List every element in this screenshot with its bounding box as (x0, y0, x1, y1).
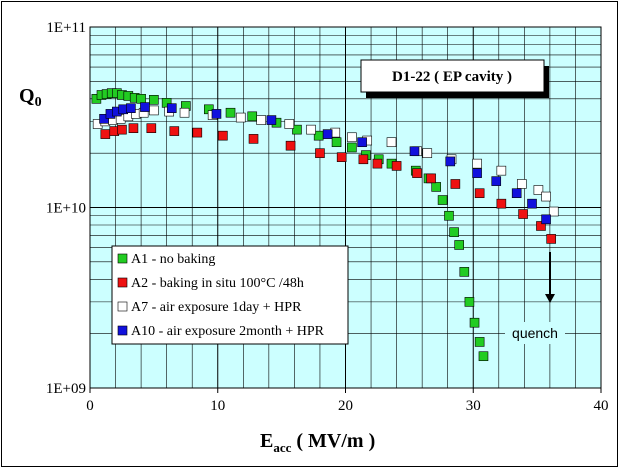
data-point (496, 198, 507, 209)
data-point (412, 168, 422, 178)
data-point (306, 124, 316, 135)
quench-label-bg (505, 322, 565, 344)
data-points (91, 88, 559, 362)
data-point (472, 168, 482, 178)
data-point (126, 103, 136, 113)
data-point (315, 148, 325, 158)
x-tick-label: 40 (594, 398, 609, 414)
data-point (391, 161, 402, 171)
data-point (422, 148, 433, 158)
data-point (518, 209, 528, 219)
data-point (192, 127, 203, 138)
data-point (225, 107, 236, 118)
data-point (149, 105, 159, 116)
data-point (100, 129, 111, 139)
data-point (140, 102, 150, 112)
data-point (149, 95, 159, 105)
data-point (179, 107, 190, 118)
data-point (357, 137, 367, 148)
data-point (533, 185, 544, 195)
data-point (235, 112, 246, 123)
x-axis-title: Eacc ( MV/m ) (260, 430, 375, 455)
data-point (472, 158, 482, 169)
data-point (474, 188, 485, 199)
data-point (128, 123, 139, 134)
data-point (449, 227, 459, 237)
annotation-box: D1-22 ( EP cavity ) (360, 59, 549, 98)
data-point (541, 191, 551, 202)
legend-label: A10 - air exposure 2month + HPR (131, 324, 325, 339)
data-point (146, 123, 157, 134)
legend-marker (117, 325, 128, 336)
data-point (256, 115, 266, 125)
data-point (459, 267, 470, 277)
data-point (347, 142, 357, 153)
data-point (444, 210, 454, 221)
y-tick-label: 1E+10 (46, 201, 86, 217)
data-point (454, 240, 464, 250)
data-point (166, 103, 177, 113)
x-tick-label: 20 (338, 398, 353, 414)
legend-label: A7 - air exposure 1day + HPR (131, 300, 302, 315)
axis-tick-labels: 0 10 20 30 40 1E+09 1E+10 1E+11 (46, 20, 609, 414)
data-point (541, 214, 551, 225)
data-point (218, 130, 228, 141)
data-point (409, 146, 420, 157)
data-point (247, 111, 258, 122)
x-tick-label: 0 (86, 398, 94, 414)
data-point (99, 114, 109, 124)
data-point (527, 198, 537, 209)
quench-label: quench (512, 325, 558, 341)
data-point (358, 154, 369, 165)
data-point (292, 124, 302, 135)
data-point (248, 134, 259, 144)
annotation-title: D1-22 ( EP cavity ) (392, 69, 512, 85)
data-point (431, 182, 442, 192)
legend-marker (117, 277, 128, 288)
data-point (536, 221, 546, 231)
x-tick-label: 10 (210, 398, 225, 414)
data-point (136, 94, 146, 104)
data-point (331, 137, 342, 148)
data-point (464, 297, 475, 307)
data-point (478, 351, 489, 362)
legend-marker (117, 253, 128, 264)
data-point (386, 137, 397, 148)
data-point (491, 176, 502, 186)
data-point (117, 124, 127, 135)
legend-label: A1 - no baking (131, 252, 215, 267)
data-point (546, 234, 556, 244)
quench-annotation: quench (505, 252, 565, 344)
data-point (169, 126, 180, 136)
legend-marker (117, 301, 128, 312)
y-tick-label: 1E+11 (46, 20, 86, 36)
data-point (548, 206, 559, 217)
data-point (516, 179, 527, 189)
data-point (211, 109, 222, 119)
data-point (322, 129, 333, 139)
data-point (511, 188, 522, 199)
legend: A1 - no baking A2 - baking in situ 100°C … (111, 245, 349, 345)
data-point (284, 119, 295, 129)
quench-arrow-head (545, 294, 555, 303)
data-point (445, 156, 456, 167)
data-point (347, 132, 357, 143)
legend-label: A2 - baking in situ 100°C /48h (131, 276, 304, 291)
data-point (437, 195, 448, 205)
data-point (426, 173, 436, 184)
data-point (336, 152, 347, 162)
data-point (450, 179, 461, 189)
data-point (474, 337, 485, 347)
y-tick-label: 1E+09 (46, 381, 86, 397)
data-point (469, 317, 480, 328)
data-point (266, 115, 277, 125)
data-point (285, 140, 296, 151)
data-point (372, 158, 383, 169)
x-tick-label: 30 (466, 398, 481, 414)
y-axis-title: Q0 (19, 85, 42, 110)
data-point (496, 165, 507, 176)
